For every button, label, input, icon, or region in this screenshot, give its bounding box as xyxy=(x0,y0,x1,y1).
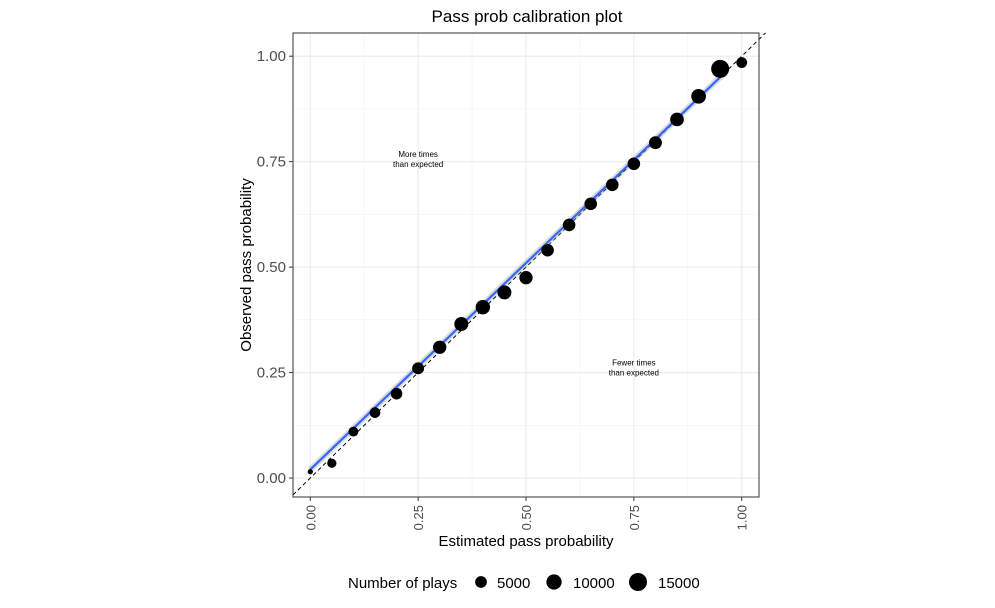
data-point xyxy=(711,59,730,78)
y-tick-label: 0.25 xyxy=(257,365,286,382)
legend-item-label: 10000 xyxy=(573,575,615,592)
legend-item-label: 15000 xyxy=(658,575,700,592)
x-axis-ticks: 0.00 0.25 0.50 0.75 1.00 xyxy=(303,497,750,530)
data-point xyxy=(648,136,662,150)
y-tick-label: 0.50 xyxy=(257,259,286,276)
data-points xyxy=(307,57,748,475)
x-tick-label: 1.00 xyxy=(735,505,750,530)
legend-item-label: 5000 xyxy=(497,575,530,592)
chart-title: Pass prob calibration plot xyxy=(432,7,623,26)
data-point xyxy=(606,178,619,192)
data-point xyxy=(736,57,748,68)
data-point xyxy=(691,88,706,104)
data-point xyxy=(541,243,554,257)
x-tick-label: 0.75 xyxy=(627,505,642,530)
data-point xyxy=(627,157,641,171)
data-point xyxy=(433,340,447,354)
data-point xyxy=(412,362,425,375)
legend-key-point xyxy=(475,576,487,588)
annotations: More times than expected Fewer times than e… xyxy=(393,150,659,378)
y-tick-label: 0.00 xyxy=(257,470,286,487)
y-tick-label: 1.00 xyxy=(257,48,286,65)
data-point xyxy=(369,407,381,418)
data-point xyxy=(348,426,359,437)
annotation-label: More times than expected xyxy=(393,150,443,169)
data-point xyxy=(519,270,533,285)
y-axis-label: Observed pass probability xyxy=(238,178,255,352)
legend: Number of plays 5000 10000 15000 xyxy=(348,573,700,592)
reference-diagonal-line xyxy=(292,32,766,496)
legend-key-point xyxy=(629,573,647,591)
data-point xyxy=(584,197,598,211)
y-tick-label: 0.75 xyxy=(257,154,286,171)
data-point xyxy=(475,300,491,315)
data-point xyxy=(327,458,337,468)
legend-title: Number of plays xyxy=(348,575,457,592)
annotation-label: Fewer times than expected xyxy=(609,359,659,378)
data-point xyxy=(497,285,512,300)
y-axis-ticks: 0.00 0.25 0.50 0.75 1.00 xyxy=(257,48,293,487)
data-point xyxy=(670,112,684,127)
legend-key-point xyxy=(546,574,562,590)
data-point xyxy=(562,218,576,232)
x-tick-label: 0.00 xyxy=(303,505,318,530)
x-axis-label: Estimated pass probability xyxy=(438,533,614,550)
data-point xyxy=(454,317,469,332)
data-point xyxy=(307,469,313,475)
data-point xyxy=(390,387,403,400)
x-tick-label: 0.25 xyxy=(411,505,426,530)
grid-lines xyxy=(293,33,759,497)
x-tick-label: 0.50 xyxy=(519,505,534,530)
